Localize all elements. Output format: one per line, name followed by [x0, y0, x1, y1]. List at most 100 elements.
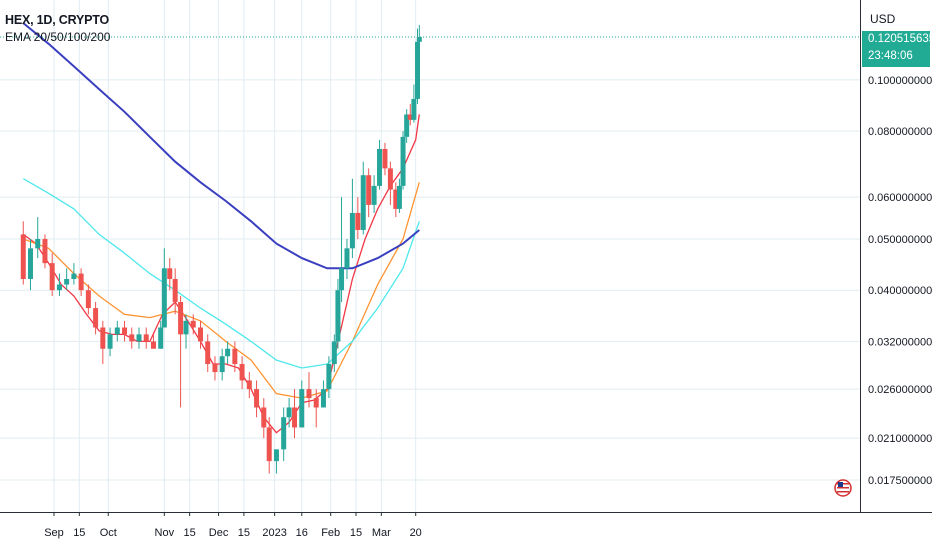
price-tick-label: 0.0260000000: [868, 384, 932, 396]
candle-body: [107, 334, 113, 349]
candle-body: [415, 41, 421, 99]
candle-body: [407, 114, 413, 120]
candle-body: [387, 168, 393, 190]
price-tick-label: 0.0320000000: [868, 336, 932, 348]
ema-lines: [22, 22, 420, 434]
symbol-title[interactable]: HEX, 1D, CRYPTO: [5, 13, 109, 27]
time-tick-label: Mar: [372, 527, 391, 539]
candle-body: [183, 320, 189, 335]
price-tick-label: 0.1000000000: [868, 75, 932, 87]
time-axis[interactable]: Sep 15 Oct Nov 15 Dec 15 2023 16 Feb 15 Mar 20: [44, 512, 422, 539]
candle-body: [219, 356, 225, 373]
price-tick-label: 0.0400000000: [868, 285, 932, 297]
ema50-line: [23, 182, 420, 399]
candle-body: [78, 273, 84, 291]
time-tick-label: 15: [73, 527, 85, 539]
candle-body: [281, 417, 287, 450]
price-tick-label: 0.0500000000: [868, 234, 932, 246]
candle-body: [136, 334, 142, 342]
indicator-label[interactable]: EMA 20/50/100/200: [5, 30, 111, 44]
price-axis[interactable]: 0.1000000000 0.0800000000 0.0600000000 0.05…: [868, 75, 932, 487]
candle-body: [27, 248, 33, 279]
candle-body: [326, 364, 332, 390]
price-tick-label: 0.0175000000: [868, 475, 932, 487]
candle-body: [377, 148, 383, 186]
candle-body: [286, 407, 292, 418]
currency-unit: USD: [870, 12, 896, 26]
candle-body: [355, 212, 361, 230]
candle-body: [299, 389, 305, 428]
candle-body: [239, 364, 245, 381]
time-tick-label: 15: [350, 527, 362, 539]
time-tick-label: Sep: [44, 527, 64, 539]
candle-body: [400, 136, 406, 186]
candle-body: [306, 389, 312, 399]
time-tick-label: Feb: [321, 527, 340, 539]
candle-body: [205, 341, 211, 365]
candle-body: [331, 341, 337, 365]
candle-body: [261, 407, 267, 428]
candle-body: [161, 268, 167, 328]
candle-body: [64, 278, 70, 285]
time-tick-label: Oct: [100, 527, 117, 539]
time-tick-label: Nov: [155, 527, 175, 539]
candle-body: [56, 284, 62, 291]
time-tick-label: 20: [410, 527, 422, 539]
time-tick-label: 16: [296, 527, 308, 539]
us-flag-icon[interactable]: [834, 472, 852, 502]
candle-body: [349, 212, 355, 249]
candle-body: [114, 327, 120, 335]
candle-body: [35, 238, 41, 249]
candle-body: [411, 98, 417, 120]
candle-body: [371, 185, 377, 205]
candle-body: [232, 348, 238, 365]
price-tick-label: 0.0210000000: [868, 433, 932, 445]
ema200-line: [22, 22, 420, 270]
candle-body: [20, 234, 26, 279]
last-price-tag: 0.1205156358 23:48:06: [862, 31, 932, 67]
candle-body: [396, 185, 402, 209]
candle-body: [393, 189, 399, 209]
candle-body: [42, 238, 48, 264]
candle-body: [273, 449, 279, 462]
candle-body: [366, 175, 372, 205]
candle-body: [178, 301, 184, 335]
candle-body: [292, 407, 298, 428]
price-tick-label: 0.0800000000: [868, 126, 932, 138]
candle-body: [212, 364, 218, 373]
candle-body: [197, 327, 203, 342]
candle-body: [190, 320, 196, 328]
candle-body: [266, 427, 272, 462]
ema100-line: [22, 178, 420, 369]
candle-body: [320, 389, 326, 408]
time-tick-label: 15: [238, 527, 250, 539]
candle-body: [360, 175, 366, 230]
candle-body: [339, 268, 345, 291]
ema20-line: [22, 114, 420, 434]
time-tick-label: 2023: [262, 527, 286, 539]
candle-body: [172, 278, 178, 302]
candle-body: [150, 341, 156, 349]
candle-body: [49, 263, 55, 291]
candle-body: [167, 268, 173, 279]
candle-body: [143, 334, 149, 342]
candle-body: [344, 248, 350, 269]
candle-body: [254, 389, 260, 408]
candle-body: [404, 114, 410, 137]
candle-body: [335, 290, 341, 342]
chart-legend: HEX, 1D, CRYPTO EMA 20/50/100/200: [5, 12, 110, 46]
candle-body: [122, 327, 128, 335]
candle-body: [313, 398, 319, 408]
candle-body: [382, 148, 388, 169]
time-tick-label: 15: [184, 527, 196, 539]
candle-body: [129, 334, 135, 342]
time-tick-label: Dec: [209, 527, 229, 539]
candle-body: [71, 273, 77, 279]
candle-body: [93, 308, 99, 328]
price-tick-label: 0.0600000000: [868, 192, 932, 204]
candle-body: [100, 327, 106, 349]
candle-body: [225, 348, 231, 357]
candlesticks: [20, 24, 422, 474]
candle-body: [158, 327, 164, 349]
